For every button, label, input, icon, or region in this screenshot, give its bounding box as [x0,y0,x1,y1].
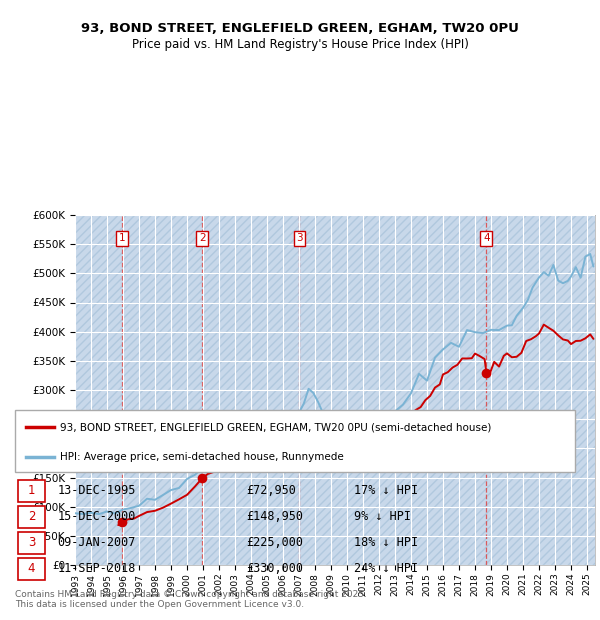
Text: 2: 2 [199,233,206,243]
Text: 93, BOND STREET, ENGLEFIELD GREEN, EGHAM, TW20 0PU: 93, BOND STREET, ENGLEFIELD GREEN, EGHAM… [81,22,519,35]
Text: 3: 3 [28,536,35,549]
FancyBboxPatch shape [18,531,45,554]
Text: £225,000: £225,000 [247,536,304,549]
FancyBboxPatch shape [18,479,45,502]
Text: Contains HM Land Registry data © Crown copyright and database right 2025.
This d: Contains HM Land Registry data © Crown c… [15,590,367,609]
Text: 2: 2 [28,510,35,523]
FancyBboxPatch shape [18,557,45,580]
Text: 18% ↓ HPI: 18% ↓ HPI [354,536,418,549]
Text: 13-DEC-1995: 13-DEC-1995 [58,484,136,497]
FancyBboxPatch shape [18,505,45,528]
Text: 09-JAN-2007: 09-JAN-2007 [58,536,136,549]
Text: 17% ↓ HPI: 17% ↓ HPI [354,484,418,497]
Text: 4: 4 [28,562,35,575]
Text: 1: 1 [119,233,125,243]
Text: £148,950: £148,950 [247,510,304,523]
Text: 3: 3 [296,233,303,243]
Text: £330,000: £330,000 [247,562,304,575]
FancyBboxPatch shape [15,410,575,472]
Text: 15-DEC-2000: 15-DEC-2000 [58,510,136,523]
Text: 1: 1 [28,484,35,497]
Text: HPI: Average price, semi-detached house, Runnymede: HPI: Average price, semi-detached house,… [60,451,344,461]
Text: Price paid vs. HM Land Registry's House Price Index (HPI): Price paid vs. HM Land Registry's House … [131,38,469,51]
Text: 24% ↓ HPI: 24% ↓ HPI [354,562,418,575]
Text: 93, BOND STREET, ENGLEFIELD GREEN, EGHAM, TW20 0PU (semi-detached house): 93, BOND STREET, ENGLEFIELD GREEN, EGHAM… [60,422,491,432]
Text: £72,950: £72,950 [247,484,296,497]
Text: 4: 4 [483,233,490,243]
Text: 11-SEP-2018: 11-SEP-2018 [58,562,136,575]
Text: 9% ↓ HPI: 9% ↓ HPI [354,510,411,523]
